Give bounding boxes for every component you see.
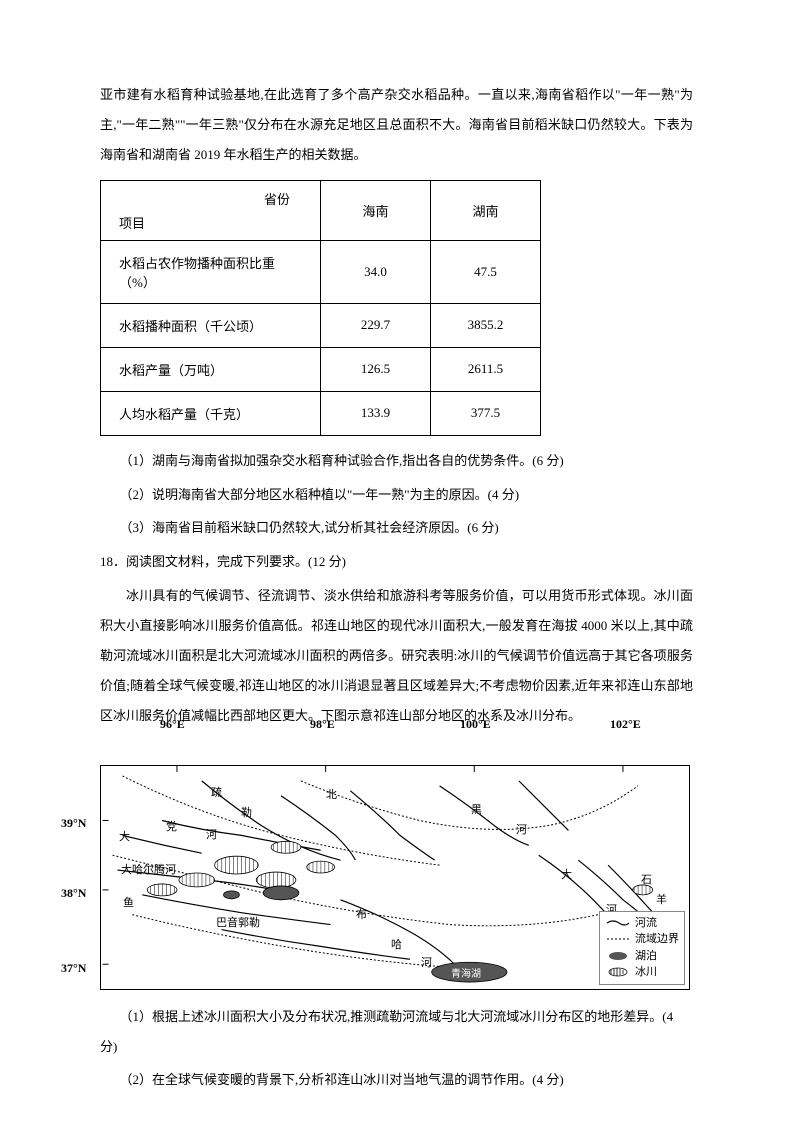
- cell: 47.5: [431, 240, 541, 303]
- map-label: 河: [516, 821, 527, 837]
- legend-label: 流域边界: [635, 931, 679, 948]
- row-label: 水稻占农作物播种面积比重（%）: [101, 240, 321, 303]
- map-label: 疏: [211, 784, 222, 800]
- map-label: 河: [206, 826, 217, 842]
- q18-sub2: （2）在全球气候变暖的背景下,分析祁连山冰川对当地气温的调节作用。(4 分): [100, 1065, 693, 1095]
- lat-38: 38°N: [61, 886, 86, 901]
- intro-paragraph: 亚市建有水稻育种试验基地,在此选育了多个高产杂交水稻品种。一直以来,海南省稻作以…: [100, 80, 693, 170]
- table-row: 水稻播种面积（千公顷） 229.7 3855.2: [101, 303, 541, 347]
- cell: 229.7: [321, 303, 431, 347]
- qilian-map: 39°N 38°N 37°N: [100, 765, 690, 990]
- lon-96: 96°E: [160, 717, 185, 732]
- table-row: 人均水稻产量（千克） 133.9 377.5: [101, 391, 541, 435]
- map-label-qinghai: 青海湖: [451, 965, 481, 980]
- map-label: 党: [166, 818, 177, 834]
- row-label: 水稻产量（万吨）: [101, 347, 321, 391]
- map-label: 鱼: [123, 894, 134, 910]
- map-label: 布: [356, 906, 367, 922]
- map-label: 大: [119, 828, 130, 844]
- lon-102: 102°E: [610, 717, 641, 732]
- map-label: 巴音郭勒: [216, 914, 260, 930]
- map-label: 大: [561, 866, 572, 882]
- legend-river: 河流: [605, 915, 679, 932]
- cell: 3855.2: [431, 303, 541, 347]
- legend-glacier: 冰川: [605, 964, 679, 981]
- map-label: 河: [421, 954, 432, 970]
- lon-98: 98°E: [310, 717, 335, 732]
- map-label: 勒: [241, 804, 252, 820]
- table-row: 水稻占农作物播种面积比重（%） 34.0 47.5: [101, 240, 541, 303]
- map-label: 黑: [471, 801, 482, 817]
- row-label: 水稻播种面积（千公顷）: [101, 303, 321, 347]
- legend-boundary: 流域边界: [605, 931, 679, 948]
- map-label: 石: [641, 871, 652, 887]
- q18-para1: 冰川具有的气候调节、径流调节、淡水供给和旅游科考等服务价值，可以用货币形式体现。…: [100, 581, 693, 730]
- cell: 133.9: [321, 391, 431, 435]
- q18-title: 18．阅读图文材料，完成下列要求。(12 分): [100, 547, 693, 577]
- q17-sub2: （2）说明海南省大部分地区水稻种植以"一年一熟"为主的原因。(4 分): [100, 480, 693, 510]
- map-label: 羊: [656, 891, 667, 907]
- rice-data-table: 省份 项目 海南 湖南 水稻占农作物播种面积比重（%） 34.0 47.5 水稻…: [100, 180, 541, 436]
- legend-label: 冰川: [635, 964, 657, 981]
- lat-39: 39°N: [61, 816, 86, 831]
- table-row: 水稻产量（万吨） 126.5 2611.5: [101, 347, 541, 391]
- cell: 126.5: [321, 347, 431, 391]
- q17-sub3: （3）海南省目前稻米缺口仍然较大,试分析其社会经济原因。(6 分): [100, 513, 693, 543]
- legend-label: 湖泊: [635, 948, 657, 965]
- map-label: 大哈尔腾河: [121, 861, 176, 877]
- map-label: 北: [326, 786, 337, 802]
- map-label: 哈: [391, 936, 402, 952]
- col-hainan: 海南: [321, 180, 431, 240]
- q17-sub1: （1）湖南与海南省拟加强杂交水稻育种试验合作,指出各自的优势条件。(6 分): [100, 446, 693, 476]
- cell: 377.5: [431, 391, 541, 435]
- table-corner-cell: 省份 项目: [101, 180, 321, 240]
- legend-label: 河流: [635, 915, 657, 932]
- map-legend: 河流 流域边界 湖泊 冰川: [599, 911, 685, 985]
- row-label: 人均水稻产量（千克）: [101, 391, 321, 435]
- cell: 2611.5: [431, 347, 541, 391]
- cell: 34.0: [321, 240, 431, 303]
- col-hunan: 湖南: [431, 180, 541, 240]
- legend-lake: 湖泊: [605, 948, 679, 965]
- province-header: 省份: [264, 189, 290, 208]
- lat-37: 37°N: [61, 961, 86, 976]
- q18-sub1: （1）根据上述冰川面积大小及分布状况,推测疏勒河流域与北大河流域冰川分布区的地形…: [100, 1002, 693, 1062]
- lon-100: 100°E: [460, 717, 491, 732]
- item-header: 项目: [119, 213, 145, 232]
